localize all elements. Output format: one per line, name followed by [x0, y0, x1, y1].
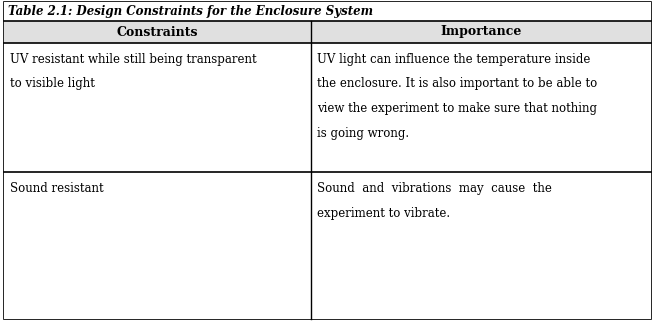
Text: Table 2.1: Design Constraints for the Enclosure System: Table 2.1: Design Constraints for the En… [8, 5, 373, 18]
Text: Constraints: Constraints [117, 25, 198, 39]
Text: experiment to vibrate.: experiment to vibrate. [317, 206, 451, 220]
Text: view the experiment to make sure that nothing: view the experiment to make sure that no… [317, 102, 597, 115]
Bar [4, 43, 651, 172]
Text: Importance: Importance [440, 25, 522, 39]
Text: to visible light: to visible light [10, 77, 95, 91]
Text: is going wrong.: is going wrong. [317, 126, 409, 140]
Text: Sound resistant: Sound resistant [10, 182, 103, 195]
Text: UV light can influence the temperature inside: UV light can influence the temperature i… [317, 53, 591, 66]
Bar [4, 2, 651, 21]
Bar [4, 21, 651, 43]
Text: Sound  and  vibrations  may  cause  the: Sound and vibrations may cause the [317, 182, 552, 195]
Text: UV resistant while still being transparent: UV resistant while still being transpare… [10, 53, 257, 66]
Text: the enclosure. It is also important to be able to: the enclosure. It is also important to b… [317, 77, 597, 91]
Bar [4, 172, 651, 319]
